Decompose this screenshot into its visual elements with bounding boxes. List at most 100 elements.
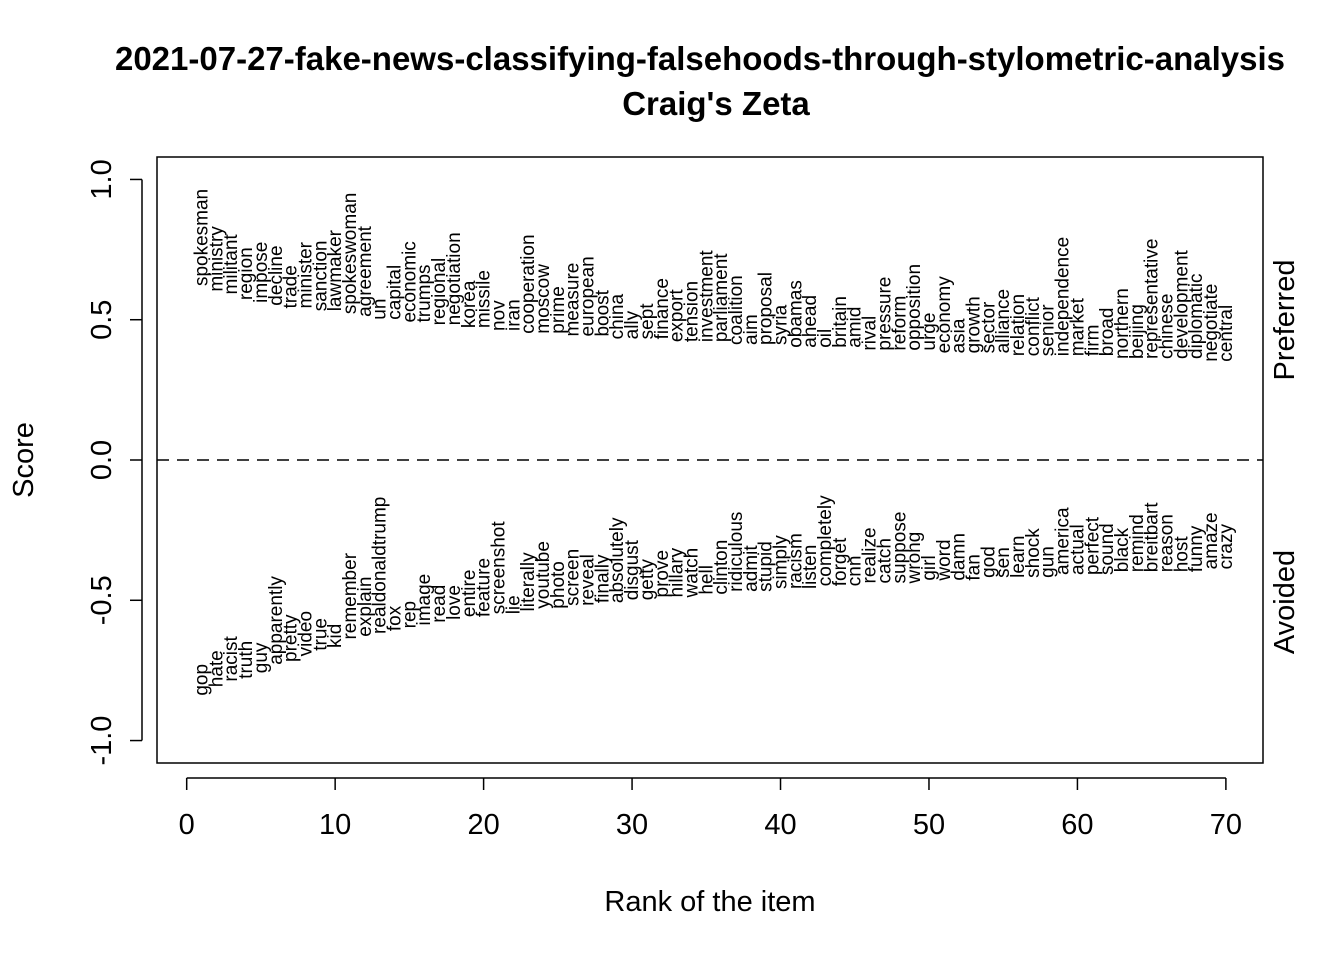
- avoided-word: learn: [1008, 536, 1029, 578]
- preferred-word: un: [370, 299, 391, 320]
- preferred-word: sanction: [310, 241, 331, 312]
- preferred-word: ally: [622, 310, 643, 339]
- x-tick-label: 10: [319, 809, 351, 841]
- avoided-word: gop: [192, 664, 213, 696]
- avoided-word: listen: [800, 545, 821, 589]
- preferred-word: relation: [1008, 294, 1029, 356]
- preferred-word: prime: [548, 286, 569, 334]
- preferred-word: european: [578, 256, 599, 336]
- preferred-word: measure: [563, 263, 584, 337]
- preferred-word: trade: [281, 265, 302, 308]
- preferred-word: lawmaker: [325, 229, 346, 311]
- avoided-word: truth: [236, 641, 257, 679]
- avoided-word: simply: [771, 535, 792, 589]
- avoided-word: god: [978, 546, 999, 578]
- preferred-word: parliament: [711, 253, 732, 342]
- avoided-word: racist: [221, 636, 242, 682]
- x-tick-label: 40: [764, 809, 796, 841]
- avoided-word: love: [444, 585, 465, 620]
- avoided-word: hate: [206, 650, 227, 687]
- chart-title: 2021-07-27-fake-news-classifying-falseho…: [115, 40, 1285, 77]
- avoided-word: perfect: [1082, 516, 1103, 575]
- preferred-word: negotiate: [1201, 284, 1222, 362]
- avoided-word: prove: [652, 550, 673, 598]
- preferred-word: broad: [1097, 308, 1118, 357]
- avoided-word: catch: [874, 538, 895, 583]
- avoided-word: stupid: [756, 541, 777, 592]
- x-tick-label: 30: [616, 809, 648, 841]
- preferred-word: asia: [949, 318, 970, 353]
- y-tick-label: -0.5: [86, 575, 118, 625]
- avoided-word: clinton: [711, 540, 732, 595]
- preferred-word: spokesman: [192, 189, 213, 286]
- avoided-word: hell: [696, 565, 717, 595]
- x-tick-label: 70: [1210, 809, 1242, 841]
- avoided-word: shock: [1023, 528, 1044, 578]
- preferred-word: economic: [399, 241, 420, 322]
- avoided-word: sen: [993, 547, 1014, 578]
- avoided-word: hillary: [667, 547, 688, 597]
- avoided-word: damn: [949, 533, 970, 581]
- avoided-word: actual: [1067, 524, 1088, 575]
- avoided-word: screen: [563, 549, 584, 606]
- preferred-word: alliance: [993, 289, 1014, 353]
- preferred-word: oil: [815, 329, 836, 348]
- avoided-word: photo: [548, 561, 569, 609]
- preferred-word: sept: [637, 303, 658, 340]
- y-tick-label: 1.0: [86, 159, 118, 199]
- avoided-word: entire: [459, 570, 480, 618]
- preferred-word: investment: [696, 250, 717, 343]
- preferred-word: proposal: [756, 272, 777, 345]
- preferred-word: central: [1216, 305, 1237, 362]
- x-axis-label: Rank of the item: [604, 886, 815, 918]
- y-tick-label: 0.5: [86, 300, 118, 340]
- preferred-word: ministry: [206, 226, 227, 292]
- avoided-word: rep: [399, 601, 420, 628]
- avoided-word: sound: [1097, 523, 1118, 575]
- avoided-word: amaze: [1201, 512, 1222, 569]
- avoided-word: gun: [1038, 546, 1059, 578]
- avoided-word: true: [310, 618, 331, 651]
- avoided-word: apparently: [266, 576, 287, 665]
- preferred-word: market: [1067, 297, 1088, 356]
- avoided-word: watch: [681, 548, 702, 599]
- avoided-word: pretty: [281, 614, 302, 662]
- preferred-word: obamas: [785, 280, 806, 348]
- preferred-word: northern: [1112, 288, 1133, 359]
- avoided-word: breitbart: [1142, 502, 1163, 572]
- avoided-word: fan: [964, 554, 985, 580]
- preferred-word: rival: [860, 316, 881, 351]
- avoided-word: lie: [503, 595, 524, 614]
- avoided-word: cnn: [845, 556, 866, 587]
- preferred-word: negotiation: [444, 232, 465, 325]
- preferred-word: cooperation: [518, 234, 539, 333]
- avoided-word: literally: [518, 552, 539, 612]
- avoided-word: fox: [385, 605, 406, 631]
- avoided-word: black: [1112, 527, 1133, 572]
- x-tick-label: 60: [1061, 809, 1093, 841]
- preferred-word: opposition: [904, 264, 925, 351]
- preferred-word: coalition: [726, 275, 747, 345]
- avoided-word: feature: [474, 558, 495, 617]
- x-tick-label: 50: [913, 809, 945, 841]
- preferred-word: diplomatic: [1186, 273, 1207, 359]
- preferred-word: korea: [459, 280, 480, 328]
- avoided-word: word: [934, 539, 955, 581]
- y-tick-label: 0.0: [86, 440, 118, 480]
- axes: 0 10 20 30 40 50 60 70 -1.0 -0.5 0.0 0.5 1.0: [86, 159, 1263, 841]
- y-tick-label: -1.0: [86, 716, 118, 766]
- preferred-word: development: [1171, 249, 1192, 359]
- preferred-word: export: [667, 289, 688, 343]
- x-tick-label: 0: [179, 809, 195, 841]
- avoided-word: read: [429, 585, 450, 623]
- preferred-word: moscow: [533, 264, 554, 334]
- preferred-side-label: Preferred: [1269, 260, 1301, 381]
- preferred-word: tension: [681, 281, 702, 342]
- preferred-word: militant: [221, 234, 242, 295]
- preferred-word: chinese: [1157, 294, 1178, 360]
- avoided-word: wrong: [904, 532, 925, 585]
- avoided-word: racism: [785, 533, 806, 589]
- preferred-word: iran: [503, 299, 524, 331]
- avoided-side-label: Avoided: [1269, 550, 1301, 654]
- avoided-word: absolutely: [607, 517, 628, 603]
